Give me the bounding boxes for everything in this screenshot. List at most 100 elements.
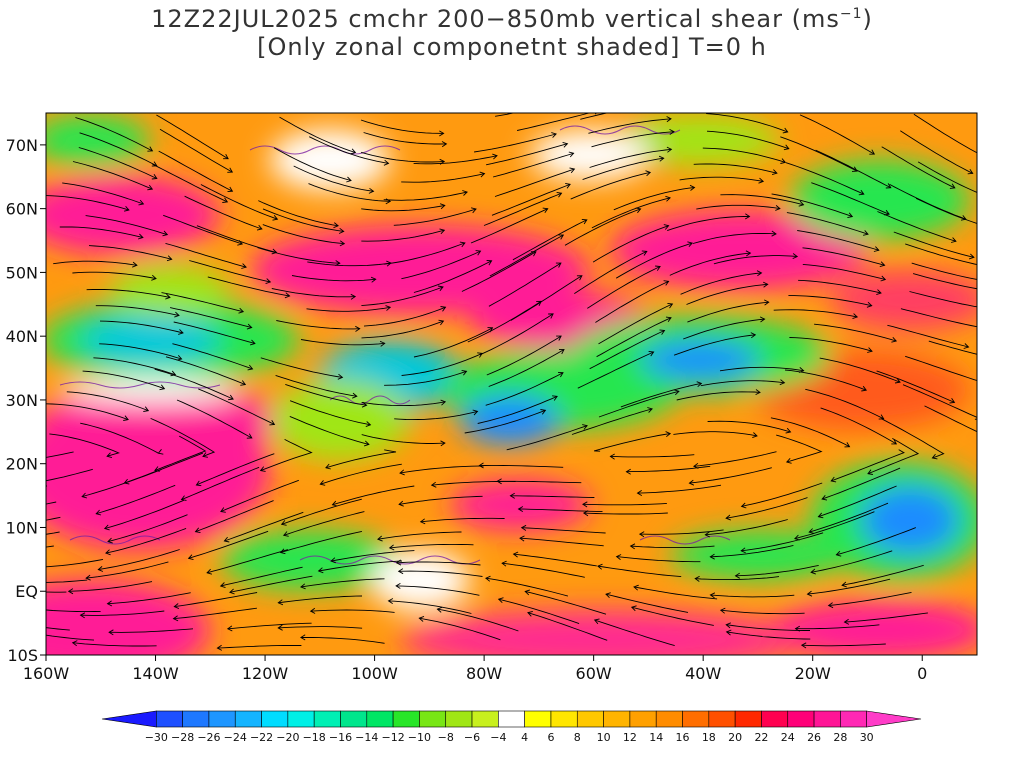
streamline — [413, 327, 493, 358]
streamline-arrowhead — [569, 167, 576, 174]
streamline — [679, 176, 764, 182]
streamline — [819, 357, 901, 383]
streamline-arrowhead — [512, 551, 519, 558]
streamline — [46, 195, 130, 211]
streamline — [780, 136, 858, 172]
streamline — [513, 553, 597, 567]
streamline — [399, 465, 484, 474]
streamline — [771, 193, 853, 218]
streamline — [911, 262, 977, 280]
colorbar-segment — [498, 710, 525, 728]
streamline-arrowhead — [576, 275, 583, 281]
streamline — [795, 624, 880, 630]
streamline — [488, 262, 562, 307]
streamline — [152, 163, 228, 203]
streamline-arrowhead — [981, 263, 986, 268]
streamline-arrowhead — [873, 246, 880, 252]
streamline-arrowhead — [216, 644, 223, 651]
streamline-arrowhead — [635, 207, 642, 214]
colorbar-segment — [208, 710, 236, 728]
streamline-arrowhead — [338, 227, 345, 234]
chart-title: 12Z22JUL2025 cmchr 200−850mb vertical sh… — [0, 0, 1024, 61]
streamline — [184, 195, 263, 230]
streamline-arrowhead — [995, 438, 1000, 443]
streamline — [437, 608, 519, 632]
streamline-arrowhead — [744, 213, 751, 220]
streamline — [707, 420, 791, 433]
streamline — [689, 467, 772, 484]
streamline-arrowhead — [492, 153, 498, 160]
lat-tick-label: EQ — [15, 582, 38, 601]
streamline-arrowhead — [792, 253, 799, 260]
streamline — [107, 514, 188, 543]
streamline — [497, 480, 582, 484]
streamline-arrowhead — [17, 605, 22, 610]
streamline — [66, 391, 149, 412]
streamline-arrowhead — [1006, 358, 1011, 363]
streamline-arrowhead — [851, 166, 858, 172]
streamline-arrowhead — [241, 263, 247, 269]
streamline-arrowhead — [605, 592, 611, 599]
streamline — [900, 130, 973, 174]
streamline — [361, 204, 445, 212]
streamline-arrowhead — [387, 598, 394, 604]
streamline-arrowhead — [475, 250, 482, 256]
streamline-arrowhead — [780, 158, 787, 164]
streamline-arrowhead — [841, 581, 847, 588]
streamline-arrowhead — [240, 380, 247, 386]
streamline-arrowhead — [395, 583, 401, 589]
colorbar-label: −4 — [490, 731, 506, 744]
streamline — [227, 622, 312, 630]
streamline-arrowhead — [609, 453, 615, 460]
lon-tick-label: 140W — [132, 664, 179, 683]
streamline — [713, 255, 798, 265]
streamline-arrowhead — [519, 535, 525, 542]
streamline — [700, 380, 785, 387]
colorbar-label: 4 — [521, 731, 528, 744]
streamline — [741, 532, 824, 552]
streamline — [279, 116, 356, 153]
streamline-arrowhead — [663, 224, 670, 230]
streamline — [720, 194, 804, 206]
lon-tick-label: 40W — [685, 664, 721, 683]
streamline — [495, 113, 516, 117]
streamline — [770, 417, 850, 448]
streamline — [88, 245, 172, 260]
streamline — [928, 340, 977, 355]
colorbar-label: 18 — [702, 731, 716, 744]
streamline-arrowhead — [665, 195, 671, 202]
streamline-arrowhead — [869, 149, 876, 155]
colorbar-label: −18 — [303, 731, 326, 744]
streamline — [595, 280, 669, 323]
streamline — [383, 242, 466, 265]
streamline — [588, 118, 672, 134]
streamline-arrowhead — [949, 183, 956, 189]
streamline-arrowhead — [798, 200, 805, 207]
streamline — [99, 320, 184, 334]
streamline — [289, 415, 370, 445]
streamline-arrowhead — [377, 535, 383, 542]
streamline — [401, 173, 485, 183]
streamline-arrowhead — [582, 510, 589, 517]
streamline — [104, 499, 184, 529]
streamline — [165, 242, 247, 268]
streamline-arrowhead — [655, 265, 661, 271]
streamline-arrowhead — [963, 343, 970, 349]
streamline — [224, 511, 304, 542]
streamline — [467, 300, 542, 343]
title-line-2: [Only zonal componetnt shaded] T=0 h — [257, 33, 767, 61]
streamline — [278, 626, 363, 629]
streamline — [281, 498, 362, 525]
streamline-arrowhead — [459, 241, 466, 248]
streamline — [676, 391, 761, 401]
streamline — [165, 356, 246, 385]
streamline — [917, 161, 977, 193]
streamline-arrowhead — [280, 520, 287, 526]
streamline-arrowhead — [226, 625, 233, 632]
streamline-arrowhead — [665, 316, 672, 323]
streamline-arrowhead — [319, 480, 326, 486]
streamline-arrowhead — [138, 199, 145, 206]
streamline-arrowhead — [441, 141, 448, 148]
streamline — [811, 182, 890, 215]
streamline-arrowhead — [709, 592, 716, 599]
